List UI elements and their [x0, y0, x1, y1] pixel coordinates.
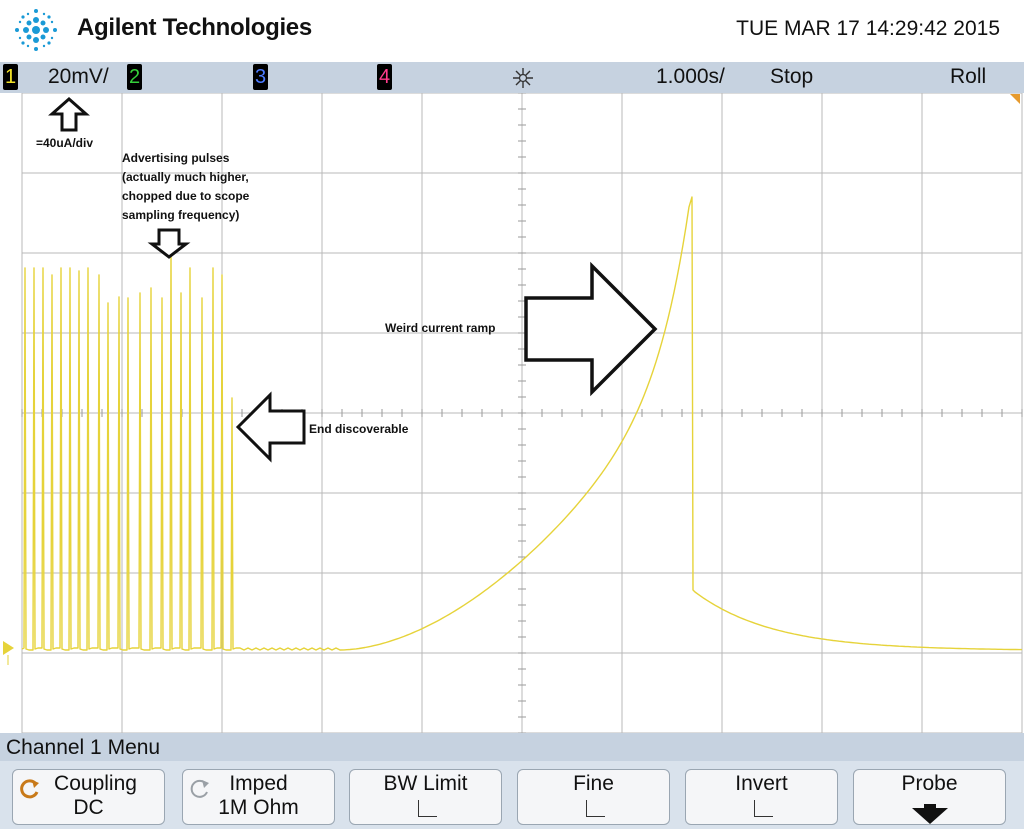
acquisition-mode: Roll [950, 65, 987, 88]
imped-label: Imped [229, 772, 288, 795]
imped-softkey[interactable]: Imped 1M Ohm [182, 769, 335, 825]
fine-checkbox[interactable] [586, 800, 605, 817]
datetime: TUE MAR 17 14:29:42 2015 [736, 17, 1000, 40]
advertising-pulses-note: Advertising pulses (actually much higher… [122, 151, 250, 222]
status-bar: 1 20mV/ 2 3 4 1.000s/ Stop Roll [0, 62, 1024, 93]
waveform-svg [3, 93, 1023, 733]
bw-limit-label: BW Limit [383, 772, 468, 795]
weird-current-ramp-note: Weird current ramp [385, 321, 496, 335]
ground-reference-marker-icon [3, 641, 14, 665]
imped-value: 1M Ohm [218, 796, 299, 819]
channel-1-trace [21, 196, 1022, 651]
submenu-down-arrow-icon [912, 804, 948, 824]
invert-checkbox[interactable] [754, 800, 773, 817]
trigger-icon [513, 68, 533, 88]
invert-label: Invert [735, 772, 788, 795]
coupling-label: Coupling [54, 772, 137, 795]
scale-note: =40uA/div [36, 136, 94, 150]
agilent-spark-logo-icon [15, 9, 57, 51]
timebase: 1.000s/ [656, 65, 725, 88]
end-discoverable-note: End discoverable [309, 422, 409, 436]
waveform-display: =40uA/div Advertising pulses (actually m… [0, 93, 1024, 733]
cycle-arrow-icon [190, 779, 209, 798]
menu-title: Channel 1 Menu [6, 736, 161, 759]
bw-limit-softkey[interactable]: BW Limit [349, 769, 502, 825]
channel-1-scale: 20mV/ [48, 65, 109, 88]
probe-softkey[interactable]: Probe [853, 769, 1006, 825]
channel-1-badge[interactable]: 1 [3, 64, 18, 90]
invert-softkey[interactable]: Invert [685, 769, 838, 825]
header: Agilent Technologies TUE MAR 17 14:29:42… [0, 0, 1024, 62]
fine-softkey[interactable]: Fine [517, 769, 670, 825]
fine-label: Fine [573, 772, 614, 795]
run-state: Stop [770, 65, 814, 88]
bw-limit-checkbox[interactable] [418, 800, 437, 817]
arrow-left-icon [235, 391, 306, 463]
coupling-softkey[interactable]: Coupling DC [12, 769, 165, 825]
coupling-value: DC [73, 796, 104, 819]
trigger-position-marker-icon [1010, 94, 1020, 104]
arrow-right-icon [524, 261, 658, 397]
center-ticks [21, 93, 1023, 733]
channel-2-badge[interactable]: 2 [127, 64, 142, 90]
arrow-down-icon [147, 228, 191, 259]
channel-3-badge[interactable]: 3 [253, 64, 268, 90]
menu-title-bar: Channel 1 Menu [0, 733, 1024, 761]
probe-label: Probe [901, 772, 958, 795]
channel-4-badge[interactable]: 4 [377, 64, 392, 90]
arrow-up-icon [48, 96, 90, 132]
cycle-arrow-icon [20, 779, 39, 799]
brand-name: Agilent Technologies [77, 14, 312, 41]
softkey-bar: Coupling DC Imped 1M Ohm BW Limit Fine I… [0, 761, 1024, 829]
